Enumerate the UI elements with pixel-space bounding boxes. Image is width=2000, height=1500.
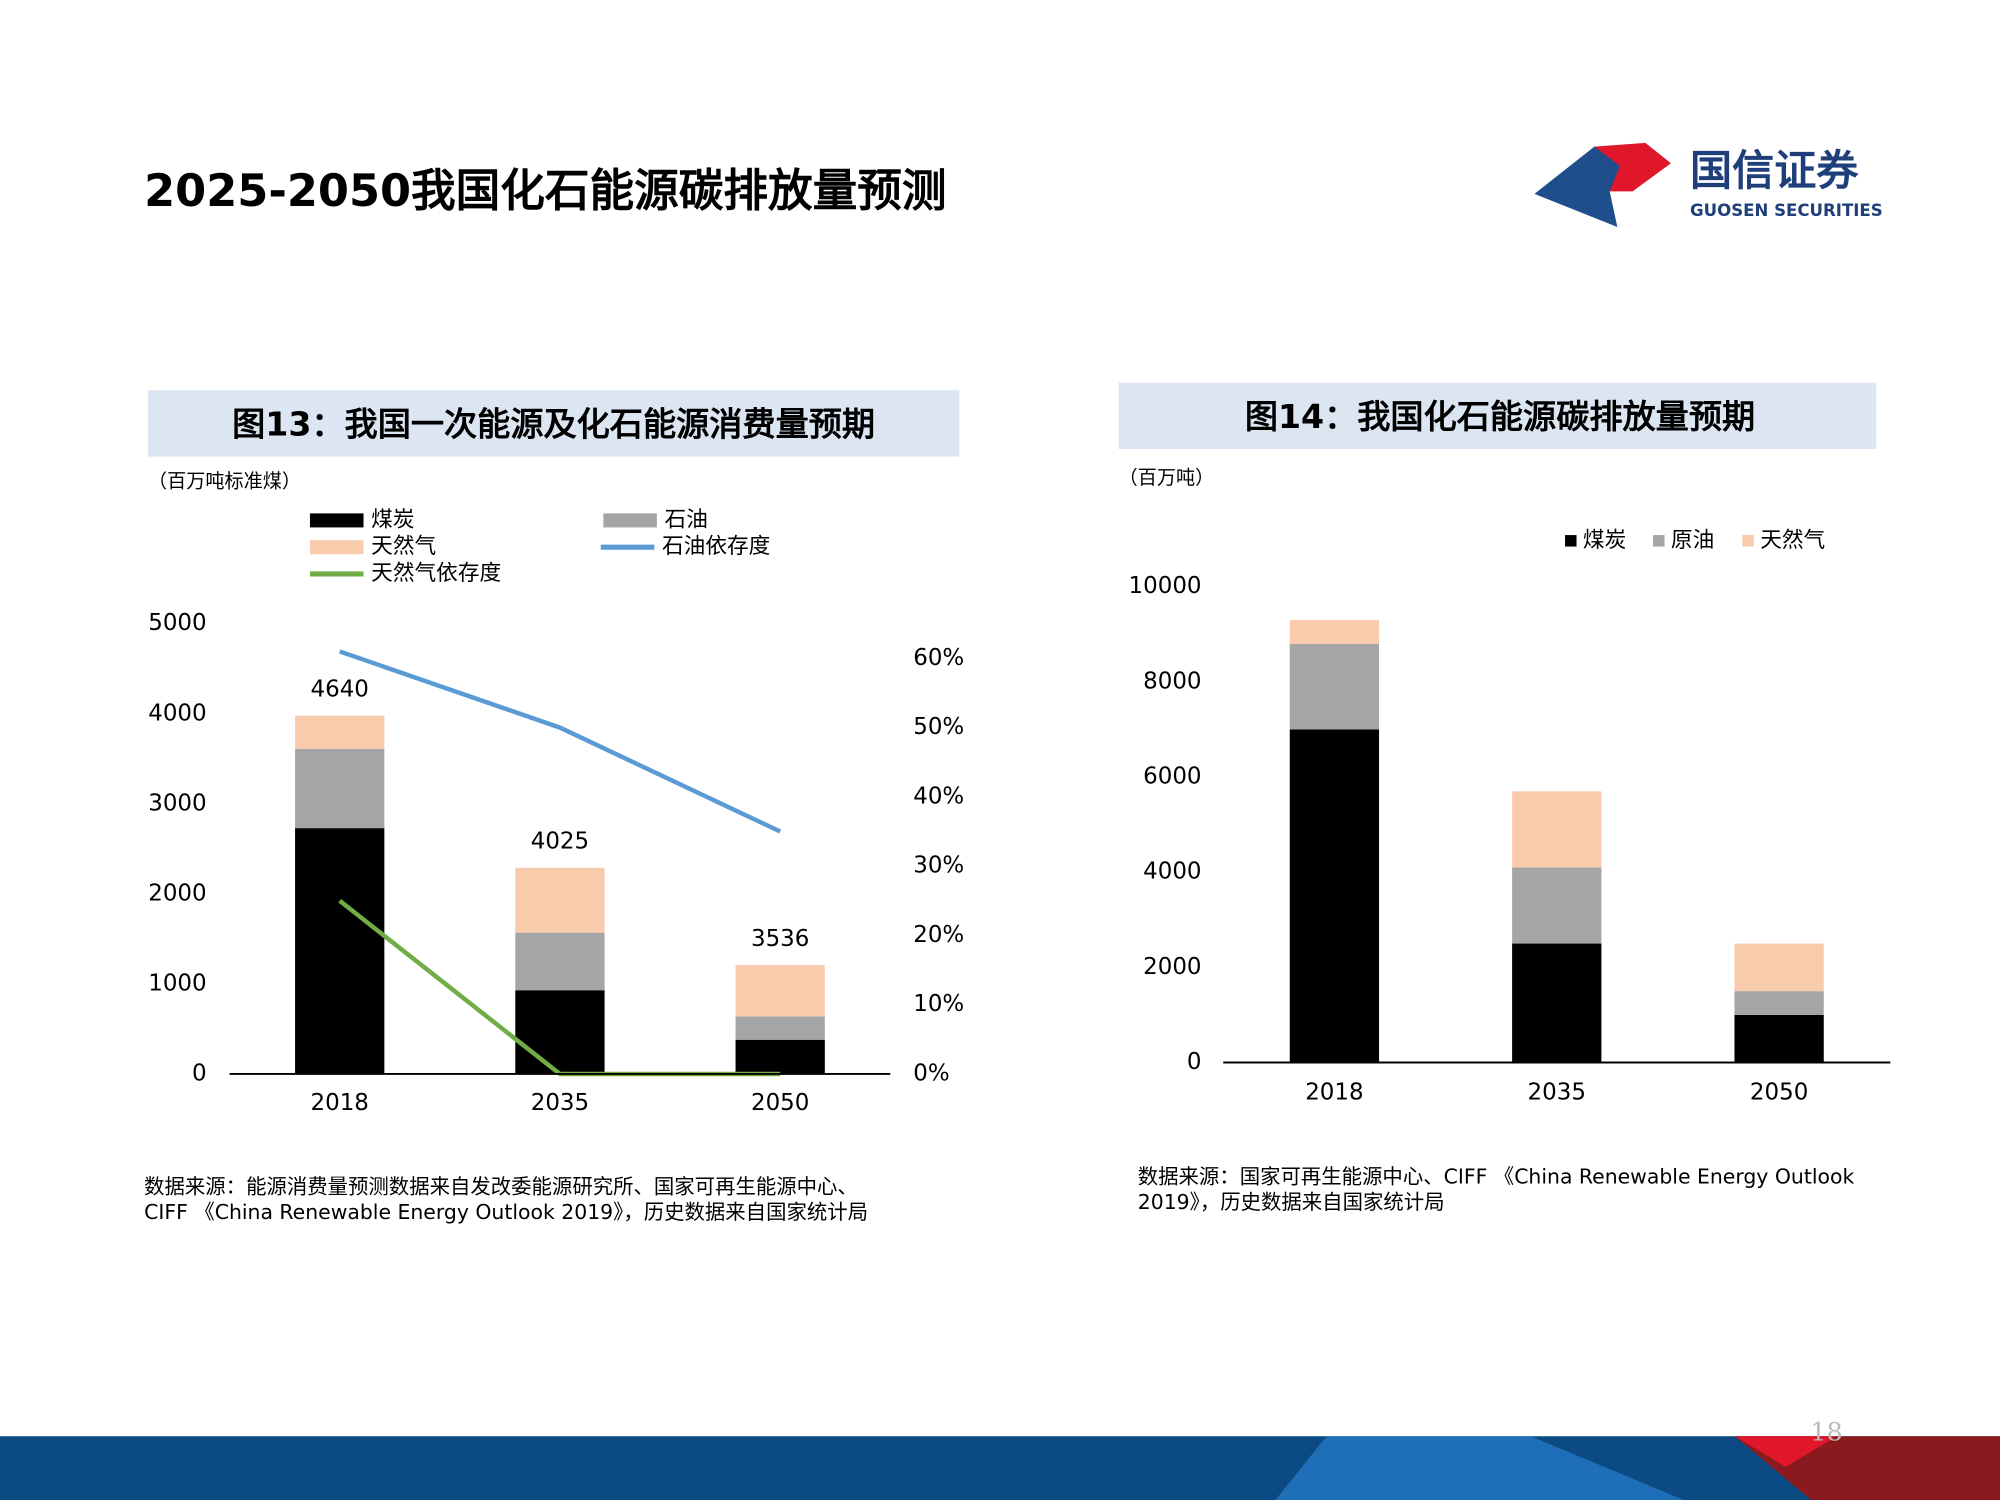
bar-segment xyxy=(735,1016,825,1040)
legend-swatch xyxy=(309,513,364,528)
bar-segment xyxy=(1512,791,1602,868)
total-label: 3536 xyxy=(751,926,809,952)
legend-label: 煤炭 xyxy=(1583,528,1626,553)
bar-segment xyxy=(515,990,605,1074)
logo-shape xyxy=(1534,146,1646,228)
y-tick-label: 1000 xyxy=(148,970,206,996)
legend-label: 煤炭 xyxy=(371,507,414,532)
logo-name: 国信证券 xyxy=(1690,146,1859,195)
y-axis-unit: （百万吨） xyxy=(1119,466,1215,489)
page-number: 18 xyxy=(1810,1418,1842,1448)
legend-label: 天然气依存度 xyxy=(371,561,501,586)
y2-tick-label: 20% xyxy=(913,922,964,948)
source-note: CIFF 《China Renewable Energy Outlook 201… xyxy=(144,1200,868,1224)
y-tick-label: 8000 xyxy=(1143,668,1201,694)
bar-segment xyxy=(1734,1014,1824,1063)
y-tick-label: 10000 xyxy=(1129,573,1202,599)
y2-tick-label: 60% xyxy=(913,645,964,671)
y-tick-label: 6000 xyxy=(1143,764,1201,790)
footer-shape xyxy=(1734,1436,1837,1467)
source-note: 数据来源：能源消费量预测数据来自发改委能源研究所、国家可再生能源中心、 xyxy=(144,1175,858,1199)
legend-swatch xyxy=(1653,535,1665,547)
footer-shape xyxy=(1275,1436,1684,1500)
logo-subtitle: GUOSEN SECURITIES xyxy=(1690,201,1883,220)
y2-tick-label: 10% xyxy=(913,991,964,1017)
legend-label: 石油 xyxy=(665,507,708,532)
bar-segment xyxy=(515,867,605,933)
y2-tick-label: 0% xyxy=(913,1060,949,1086)
y2-tick-label: 40% xyxy=(913,783,964,809)
bar-segment xyxy=(1289,729,1380,1063)
y-tick-label: 4000 xyxy=(1143,859,1201,885)
y-tick-label: 0 xyxy=(1187,1049,1202,1075)
slide-title: 2025-2050我国化石能源碳排放量预测 xyxy=(144,165,946,217)
x-tick-label: 2018 xyxy=(1305,1080,1363,1106)
bar-segment xyxy=(1734,943,1824,992)
bar-segment xyxy=(515,932,605,991)
legend-swatch xyxy=(603,513,657,528)
y-tick-label: 5000 xyxy=(148,610,206,636)
logo-shape xyxy=(1594,142,1671,192)
x-tick-label: 2018 xyxy=(311,1090,369,1116)
legend-label: 原油 xyxy=(1671,528,1714,553)
legend-label: 天然气 xyxy=(371,534,436,559)
chart-title: 图14：我国化石能源碳排放量预期 xyxy=(1245,397,1755,436)
bar-segment xyxy=(295,828,385,1074)
source-note: 数据来源：国家可再生能源中心、CIFF 《China Renewable Ene… xyxy=(1138,1164,1855,1188)
bar-segment xyxy=(735,965,825,1017)
bar-segment xyxy=(1512,867,1602,944)
y-tick-label: 0 xyxy=(192,1060,207,1086)
legend-swatch xyxy=(1565,535,1577,547)
y2-tick-label: 30% xyxy=(913,853,964,879)
bar-segment xyxy=(1289,620,1380,644)
total-label: 4640 xyxy=(311,677,369,703)
bar-segment xyxy=(295,748,385,829)
y-tick-label: 4000 xyxy=(148,700,206,726)
bar-segment xyxy=(735,1039,825,1074)
bar-segment xyxy=(295,715,385,749)
bar-segment xyxy=(1512,943,1602,1063)
y-tick-label: 3000 xyxy=(148,790,206,816)
footer-band xyxy=(0,1436,2000,1500)
x-tick-label: 2050 xyxy=(1750,1080,1808,1106)
line-series xyxy=(338,649,782,834)
x-tick-label: 2035 xyxy=(531,1090,589,1116)
source-note: 2019》，历史数据来自国家统计局 xyxy=(1138,1190,1445,1214)
x-tick-label: 2035 xyxy=(1528,1080,1586,1106)
y2-tick-label: 50% xyxy=(913,714,964,740)
chart-title: 图13：我国一次能源及化石能源消费量预期 xyxy=(232,405,875,444)
bar-segment xyxy=(1289,643,1380,730)
title-box xyxy=(1118,382,1877,449)
y-axis-unit: （百万吨标准煤） xyxy=(148,470,301,493)
y-tick-label: 2000 xyxy=(148,880,206,906)
legend-label: 天然气 xyxy=(1760,528,1825,553)
legend-swatch xyxy=(309,540,364,555)
x-tick-label: 2050 xyxy=(751,1090,809,1116)
total-label: 4025 xyxy=(531,829,589,855)
legend-swatch xyxy=(1742,535,1754,547)
bar-segment xyxy=(1734,991,1824,1015)
logo: 国信证券 GUOSEN SECURITIES xyxy=(1534,142,1883,228)
legend-label: 石油依存度 xyxy=(662,534,770,559)
y-tick-label: 2000 xyxy=(1143,954,1201,980)
title-box xyxy=(147,390,960,457)
footer xyxy=(0,1436,2000,1500)
